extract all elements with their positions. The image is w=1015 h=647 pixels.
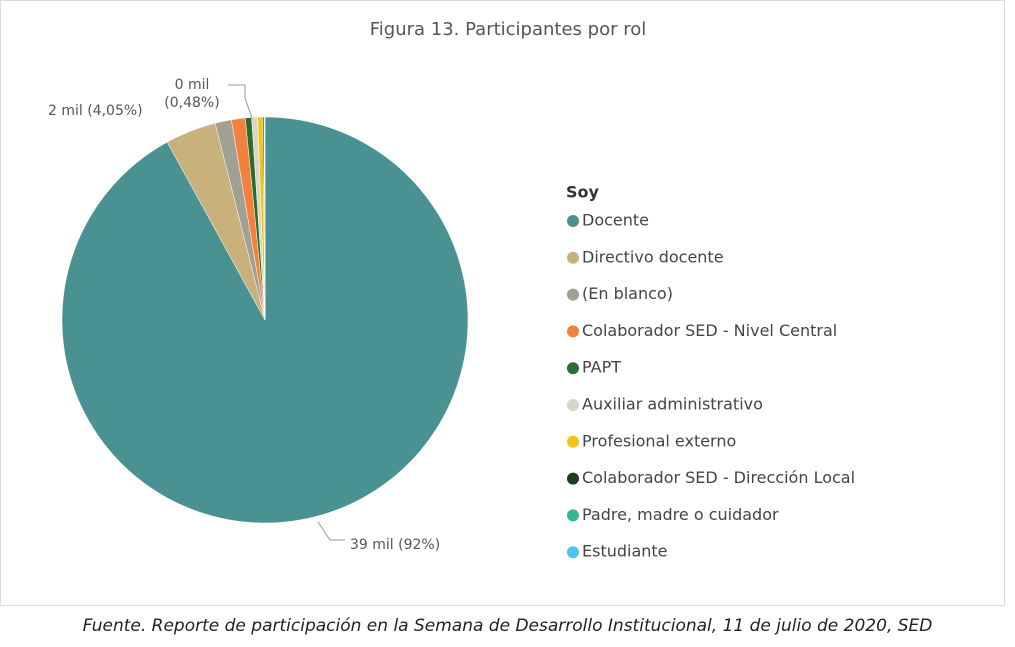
legend-label: PAPT: [582, 358, 621, 377]
legend-marker: [567, 509, 579, 522]
chart-title: Figura 13. Participantes por rol: [370, 19, 647, 40]
legend-label: (En blanco): [582, 284, 673, 303]
legend-marker: [567, 325, 579, 338]
value-label: 0 mil (0,48%): [164, 77, 220, 111]
legend-marker: [567, 288, 579, 301]
legend-marker: [567, 399, 579, 411]
legend-label: Docente: [582, 211, 649, 230]
legend-label: Profesional externo: [582, 431, 736, 450]
legend-title: Soy: [566, 183, 600, 202]
frame: [0, 0, 1005, 606]
legend-marker: [567, 362, 579, 375]
legend-label: Auxiliar administrativo: [582, 395, 763, 414]
legend-label: Estudiante: [582, 542, 668, 561]
leader-line: [317, 521, 345, 541]
legend-label: Padre, madre o cuidador: [582, 505, 779, 524]
legend-label: Directivo docente: [582, 247, 724, 266]
legend-marker: [567, 251, 579, 264]
legend-label: Colaborador SED - Dirección Local: [582, 468, 855, 487]
leader-line: [228, 84, 253, 119]
legend-marker: [567, 472, 579, 485]
value-label: 39 mil (92%): [350, 537, 441, 553]
caption: Fuente. Reporte de participación en la S…: [82, 616, 933, 636]
legend-marker: [567, 435, 579, 448]
legend-marker: [567, 215, 579, 227]
legend-label: Colaborador SED - Nivel Central: [582, 321, 837, 340]
value-label: 2 mil (4,05%): [48, 103, 143, 119]
legend-marker: [567, 546, 579, 559]
